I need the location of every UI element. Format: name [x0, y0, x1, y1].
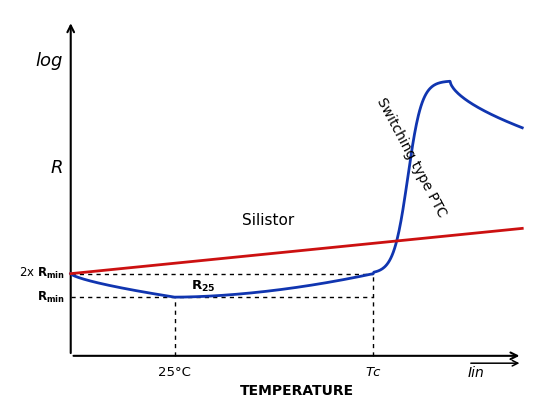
- Text: TEMPERATURE: TEMPERATURE: [239, 384, 354, 398]
- Text: R: R: [50, 159, 63, 177]
- Text: Switching type PTC: Switching type PTC: [374, 96, 449, 220]
- Text: Silistor: Silistor: [242, 213, 294, 228]
- Text: log: log: [35, 52, 63, 70]
- Text: 25°C: 25°C: [158, 366, 191, 379]
- Text: $\mathbf{R_{25}}$: $\mathbf{R_{25}}$: [191, 279, 215, 294]
- Text: Iin: Iin: [468, 366, 485, 380]
- Text: Tᴄ: Tᴄ: [366, 366, 381, 379]
- Text: 2x $\mathbf{R_{min}}$: 2x $\mathbf{R_{min}}$: [19, 266, 65, 281]
- Text: $\mathbf{R_{min}}$: $\mathbf{R_{min}}$: [38, 290, 65, 305]
